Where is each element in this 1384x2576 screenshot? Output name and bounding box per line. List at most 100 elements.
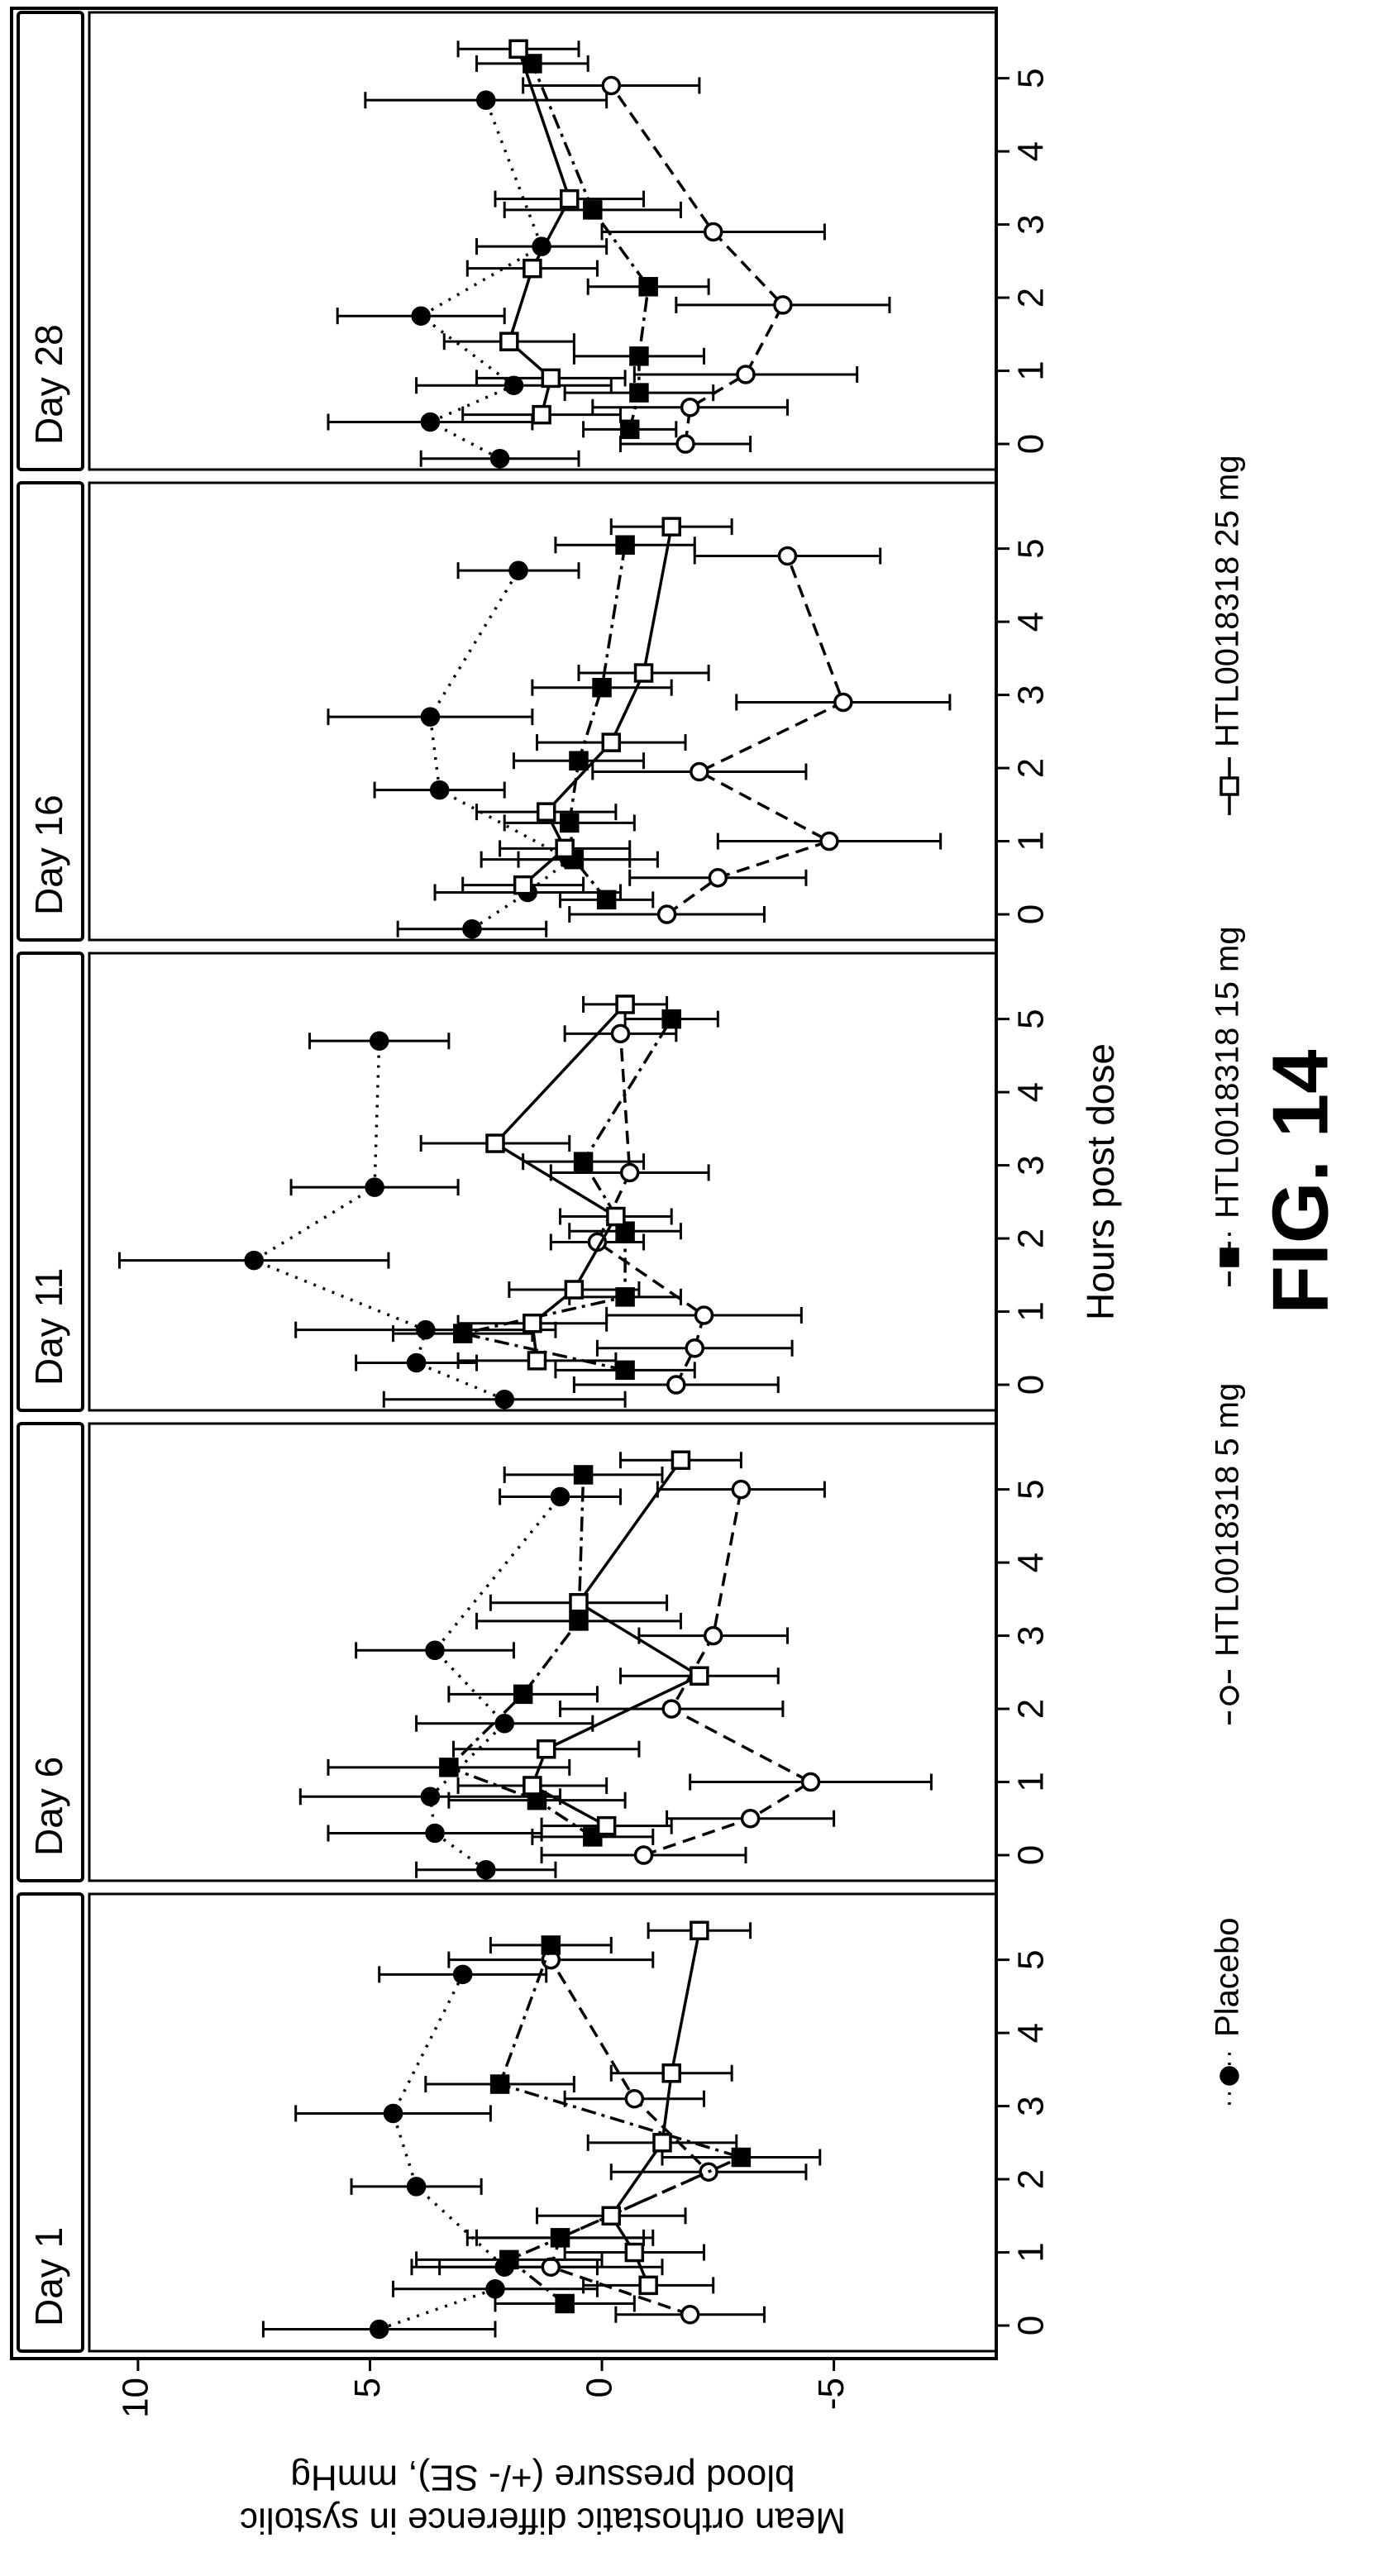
marker <box>640 2277 656 2293</box>
marker <box>617 1362 633 1378</box>
marker <box>617 996 633 1013</box>
marker <box>556 2295 573 2311</box>
marker <box>695 1307 712 1324</box>
marker <box>492 451 508 467</box>
marker <box>371 1033 388 1049</box>
marker <box>528 1352 545 1369</box>
marker <box>575 1153 592 1170</box>
marker <box>427 1825 443 1841</box>
marker <box>709 870 726 886</box>
series-line <box>254 1041 504 1400</box>
x-tick-label: 3 <box>1011 1155 1052 1175</box>
marker <box>835 694 852 710</box>
marker <box>487 1135 503 1152</box>
x-tick-label: 1 <box>1011 360 1052 380</box>
marker <box>659 906 675 923</box>
marker <box>622 1164 638 1181</box>
marker <box>492 2076 508 2092</box>
y-axis-label: Mean orthostatic difference in systolic <box>240 2500 846 2540</box>
marker <box>631 384 647 401</box>
marker <box>501 333 518 350</box>
panel-frame <box>89 953 996 1410</box>
marker <box>663 1701 680 1717</box>
marker <box>821 833 838 850</box>
rotated-figure: 1050-5Mean orthostatic difference in sys… <box>12 8 1344 2540</box>
series-line <box>509 49 570 414</box>
x-tick-label: 2 <box>1011 288 1052 308</box>
marker <box>636 1847 652 1863</box>
marker <box>385 2105 402 2121</box>
panel-title: Day 11 <box>27 1268 70 1386</box>
figure-caption: FIG. 14 <box>1256 1049 1344 1314</box>
x-tick-label: 5 <box>1011 68 1052 88</box>
x-tick-label: 5 <box>1011 1479 1052 1499</box>
marker <box>478 1862 494 1878</box>
marker <box>561 814 578 831</box>
panel-title: Day 16 <box>27 794 70 915</box>
marker <box>668 1376 685 1393</box>
marker <box>515 1686 532 1702</box>
marker <box>496 1391 513 1408</box>
y-tick-label: 10 <box>116 2378 156 2418</box>
marker <box>552 1488 569 1505</box>
marker <box>691 1922 708 1939</box>
x-tick-label: 1 <box>1011 831 1052 851</box>
x-tick-label: 4 <box>1011 141 1052 161</box>
series-line <box>449 1475 593 1837</box>
x-tick-label: 4 <box>1011 1082 1052 1102</box>
x-tick-label: 4 <box>1011 612 1052 632</box>
x-tick-label: 0 <box>1011 2316 1052 2335</box>
marker <box>422 708 438 725</box>
marker <box>524 1315 541 1332</box>
x-tick-label: 0 <box>1011 1375 1052 1395</box>
marker <box>366 1179 383 1195</box>
marker <box>478 92 494 108</box>
marker <box>1221 2068 1238 2084</box>
series-line <box>570 545 625 899</box>
y-axis-label: blood pressure (+/- SE), mmHg <box>290 2457 795 2497</box>
marker <box>672 1452 689 1468</box>
marker <box>608 1209 624 1225</box>
marker <box>631 348 647 365</box>
marker <box>663 1011 680 1028</box>
x-tick-label: 3 <box>1011 2096 1052 2116</box>
y-tick-label: 0 <box>580 2378 620 2397</box>
marker <box>561 191 578 208</box>
marker <box>570 752 587 769</box>
x-axis-label: Hours post dose <box>1079 1043 1122 1320</box>
marker <box>775 297 791 313</box>
panel-title: Day 1 <box>27 2227 70 2326</box>
marker <box>677 436 694 452</box>
marker <box>505 377 522 394</box>
x-tick-label: 5 <box>1011 1949 1052 1969</box>
marker <box>612 1025 628 1042</box>
marker <box>1221 778 1238 794</box>
marker <box>556 840 573 856</box>
marker <box>510 562 527 579</box>
panel-title: Day 28 <box>27 324 70 445</box>
outer-frame <box>12 8 996 2359</box>
series-line <box>430 1496 560 1869</box>
marker <box>599 1818 615 1834</box>
marker <box>617 1289 633 1305</box>
marker <box>524 260 541 277</box>
legend-label: HTL0018318 5 mg <box>1210 1383 1246 1657</box>
marker <box>663 518 680 535</box>
marker <box>538 804 555 820</box>
marker <box>733 1481 749 1498</box>
marker <box>408 1354 425 1371</box>
series-line <box>611 1930 699 2285</box>
marker <box>246 1252 262 1269</box>
marker <box>501 2251 518 2268</box>
x-tick-label: 2 <box>1011 1699 1052 1719</box>
marker <box>487 2281 503 2297</box>
x-tick-label: 0 <box>1011 1845 1052 1865</box>
series-line <box>644 1490 811 1855</box>
series-line <box>667 556 843 914</box>
marker <box>779 547 795 564</box>
marker <box>464 921 480 937</box>
marker <box>566 1281 582 1298</box>
x-tick-label: 5 <box>1011 1009 1052 1028</box>
